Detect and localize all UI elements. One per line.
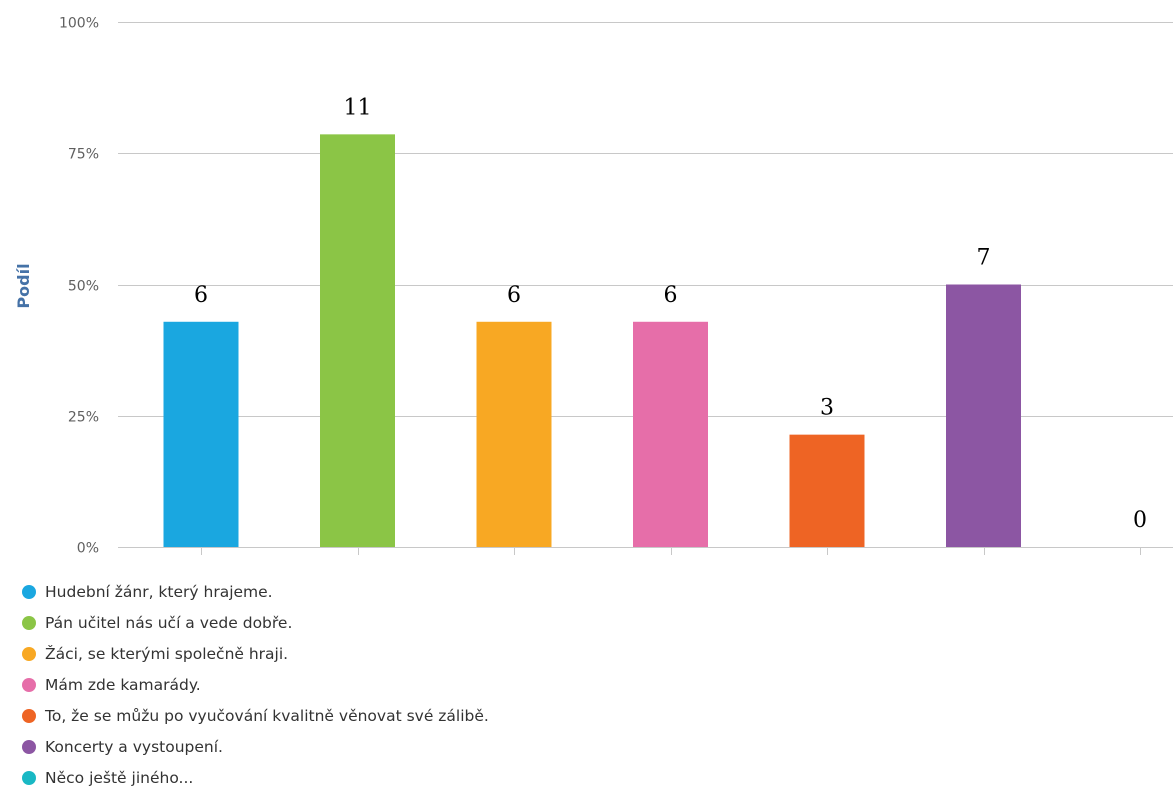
legend-label: Koncerty a vystoupení.: [45, 737, 223, 756]
y-tick-label: 0%: [77, 541, 99, 557]
legend-label: Žáci, se kterými společně hraji.: [45, 644, 289, 663]
data-label: 6: [194, 283, 208, 308]
bar[interactable]: [320, 134, 395, 547]
data-label: 6: [664, 283, 678, 308]
y-tick-label: 25%: [68, 410, 99, 426]
legend-label: Něco ještě jiného...: [45, 768, 194, 787]
legend-marker-icon: [22, 615, 36, 630]
data-label: 3: [820, 396, 834, 421]
bar[interactable]: [946, 284, 1021, 548]
bar[interactable]: [789, 434, 865, 547]
bar-chart: 0% 25% 50% 75% 100% 6 11 6 6 3 7 0 Podíl: [14, 16, 1173, 557]
legend-item[interactable]: Pán učitel nás učí a vede dobře.: [22, 607, 489, 638]
legend-label: To, že se můžu po vyučování kvalitně věn…: [45, 706, 489, 725]
legend-item[interactable]: Mám zde kamarády.: [22, 669, 489, 700]
data-label: 6: [507, 283, 521, 308]
data-label: 0: [1133, 508, 1147, 533]
data-label: 11: [344, 95, 372, 120]
y-tick-label: 75%: [68, 147, 99, 163]
legend-item[interactable]: Hudební žánr, který hrajeme.: [22, 576, 489, 607]
legend-marker-icon: [22, 584, 36, 599]
y-tick-label: 50%: [68, 279, 99, 295]
legend-label: Hudební žánr, který hrajeme.: [45, 582, 273, 601]
legend-item[interactable]: To, že se můžu po vyučování kvalitně věn…: [22, 700, 489, 731]
legend-label: Mám zde kamarády.: [45, 675, 201, 694]
data-label: 7: [977, 246, 991, 271]
legend-marker-icon: [22, 770, 36, 785]
bar[interactable]: [633, 321, 708, 547]
legend: Hudební žánr, který hrajeme. Pán učitel n…: [22, 576, 489, 793]
legend-item[interactable]: Něco ještě jiného...: [22, 762, 489, 793]
legend-marker-icon: [22, 646, 36, 661]
y-tick-label: 100%: [59, 16, 99, 32]
legend-item[interactable]: Koncerty a vystoupení.: [22, 731, 489, 762]
legend-marker-icon: [22, 677, 36, 692]
y-axis-title: Podíl: [14, 263, 33, 308]
legend-label: Pán učitel nás učí a vede dobře.: [45, 613, 293, 632]
bar[interactable]: [163, 321, 239, 547]
legend-marker-icon: [22, 708, 36, 723]
legend-item[interactable]: Žáci, se kterými společně hraji.: [22, 638, 489, 669]
legend-marker-icon: [22, 739, 36, 754]
bar[interactable]: [476, 321, 552, 547]
